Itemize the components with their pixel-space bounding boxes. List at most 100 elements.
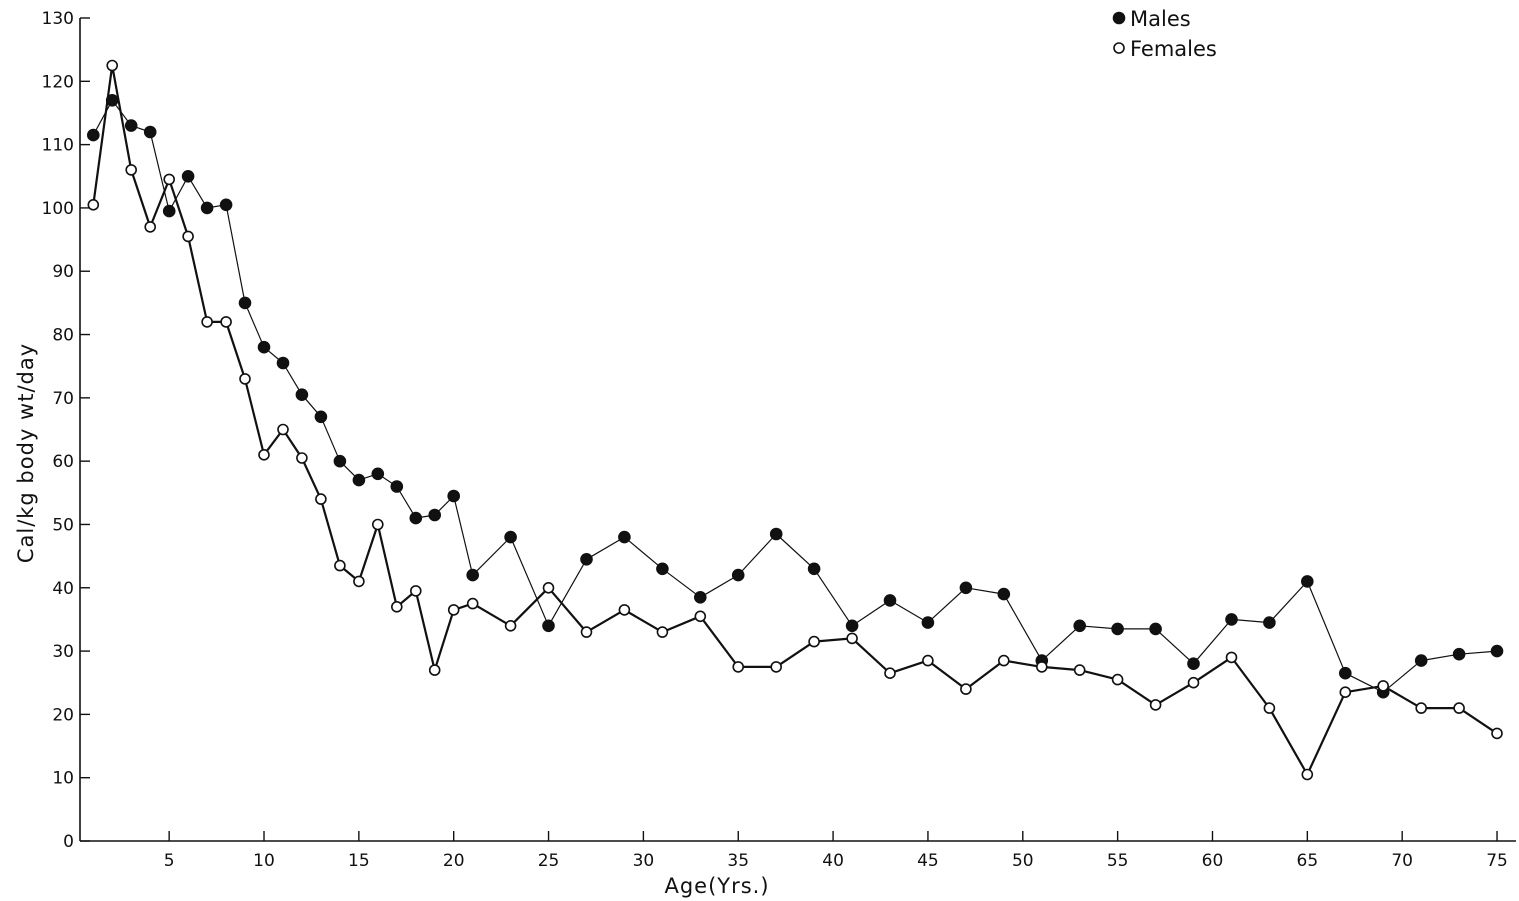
x-tick-label: 40 xyxy=(822,851,844,871)
point-females xyxy=(201,316,213,328)
point-females xyxy=(353,575,365,588)
point-females xyxy=(1491,727,1503,740)
x-tick-label: 55 xyxy=(1107,851,1129,871)
x-tick-label: 70 xyxy=(1391,851,1413,871)
y-axis-title: Cal/kg body wt/day xyxy=(14,343,38,563)
point-females xyxy=(808,635,820,648)
legend-label-males: Males xyxy=(1130,7,1191,31)
point-females xyxy=(258,448,270,461)
x-tick-label: 35 xyxy=(727,851,749,871)
y-tick-label: 50 xyxy=(52,515,74,535)
y-tick-label: 110 xyxy=(42,136,74,156)
point-females xyxy=(960,683,972,695)
point-males xyxy=(409,511,423,525)
legend-marker-females xyxy=(1113,42,1125,54)
point-males xyxy=(807,562,821,576)
y-tick-label: 60 xyxy=(52,452,74,472)
point-males xyxy=(1073,619,1086,633)
series-line-males xyxy=(92,99,1498,693)
point-females xyxy=(428,664,441,676)
point-females xyxy=(1225,651,1238,664)
point-females xyxy=(390,600,403,613)
point-females xyxy=(334,559,346,572)
point-females xyxy=(1377,680,1389,692)
point-males xyxy=(219,198,233,212)
point-males xyxy=(845,619,859,633)
point-males xyxy=(352,473,366,487)
point-females xyxy=(694,610,707,623)
point-females xyxy=(542,581,555,594)
point-males xyxy=(124,119,138,132)
point-females xyxy=(144,221,156,233)
point-females xyxy=(315,493,327,505)
point-females xyxy=(409,585,422,597)
point-males xyxy=(693,590,707,604)
y-tick-label: 80 xyxy=(52,326,74,346)
point-females xyxy=(997,654,1010,667)
point-females xyxy=(1036,661,1048,673)
y-tick-label: 40 xyxy=(52,579,74,599)
point-males xyxy=(1111,622,1124,636)
y-tick-label: 90 xyxy=(52,262,74,282)
point-males xyxy=(542,619,555,633)
point-males xyxy=(390,480,404,493)
point-females xyxy=(1339,686,1352,699)
point-females xyxy=(618,604,631,616)
x-tick-label: 20 xyxy=(443,851,465,871)
point-females xyxy=(504,619,517,632)
point-males xyxy=(276,356,290,370)
point-females xyxy=(1187,676,1200,689)
point-females xyxy=(732,661,745,673)
x-tick-label: 50 xyxy=(1012,851,1034,871)
legend: Males Females xyxy=(1112,7,1217,61)
point-males xyxy=(997,587,1011,601)
series-line-females xyxy=(92,64,1498,776)
x-tick-label: 75 xyxy=(1486,851,1508,871)
point-males xyxy=(769,527,783,541)
legend-marker-males xyxy=(1112,11,1126,25)
x-tick-label: 5 xyxy=(164,851,175,871)
point-females xyxy=(125,164,137,176)
x-tick-label: 10 xyxy=(253,851,275,871)
x-tick-label: 45 xyxy=(917,851,939,871)
point-females xyxy=(846,632,858,645)
point-males xyxy=(314,410,328,424)
point-females xyxy=(922,654,934,667)
point-females xyxy=(296,452,308,464)
point-males xyxy=(1452,647,1466,661)
point-males xyxy=(466,568,480,582)
point-females xyxy=(1111,673,1124,686)
point-females xyxy=(1453,702,1465,714)
point-females xyxy=(277,423,289,436)
point-males xyxy=(333,454,347,468)
y-tick-label: 100 xyxy=(42,199,74,219)
point-males xyxy=(1490,644,1504,658)
series-males xyxy=(87,94,1504,699)
point-males xyxy=(921,616,935,629)
point-females xyxy=(163,173,175,186)
point-females xyxy=(656,626,669,638)
point-males xyxy=(371,467,385,481)
point-males xyxy=(238,296,252,310)
y-tick-label: 130 xyxy=(42,9,74,29)
point-males xyxy=(295,388,309,402)
y-tick-label: 120 xyxy=(42,72,74,92)
point-females xyxy=(371,518,384,531)
point-females xyxy=(87,199,100,211)
point-females xyxy=(106,59,118,72)
x-axis-title: Age(Yrs.) xyxy=(664,874,769,898)
series-females xyxy=(87,59,1503,781)
point-males xyxy=(656,562,669,576)
point-males xyxy=(883,594,897,607)
point-males xyxy=(1414,654,1428,667)
point-females xyxy=(884,667,896,680)
point-males xyxy=(731,568,745,582)
point-males xyxy=(428,508,442,522)
x-tick-label: 25 xyxy=(538,851,560,871)
x-tick-label: 65 xyxy=(1297,851,1319,871)
point-males xyxy=(1225,613,1238,626)
point-males xyxy=(181,170,195,183)
point-females xyxy=(466,597,479,610)
point-males xyxy=(87,128,100,142)
